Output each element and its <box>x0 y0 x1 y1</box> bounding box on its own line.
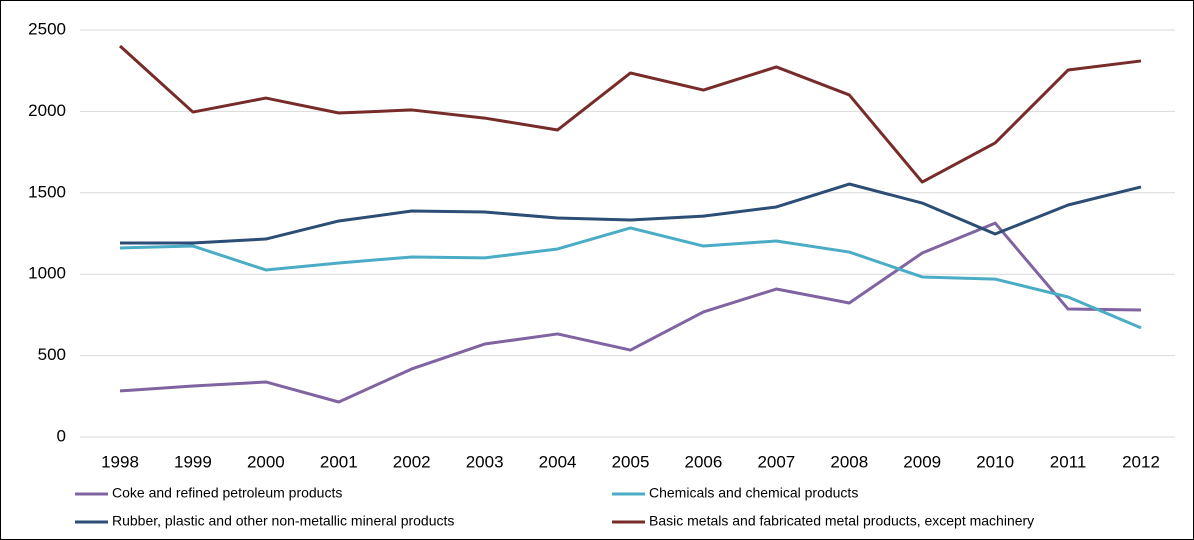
x-tick-label: 2011 <box>1050 452 1087 471</box>
y-tick-label: 2000 <box>28 101 66 120</box>
x-tick-label: 2003 <box>466 452 504 471</box>
legend-label: Rubber, plastic and other non-metallic m… <box>112 513 454 529</box>
x-tick-label: 2012 <box>1122 452 1160 471</box>
legend-label: Basic metals and fabricated metal produc… <box>649 513 1034 529</box>
series-line <box>119 221 1142 404</box>
y-tick-label: 0 <box>57 426 66 445</box>
x-tick-label: 2002 <box>393 452 431 471</box>
x-tick-label: 2009 <box>903 452 941 471</box>
series-line <box>119 226 1142 330</box>
x-tick-label: 1999 <box>174 452 212 471</box>
y-tick-label: 1500 <box>28 182 66 201</box>
x-tick-label: 2007 <box>757 452 795 471</box>
x-tick-label: 2006 <box>685 452 723 471</box>
legend-label: Coke and refined petroleum products <box>112 485 342 501</box>
series-line <box>118 44 1142 184</box>
y-tick-label: 2500 <box>28 19 66 38</box>
x-tick-label: 2005 <box>612 452 650 471</box>
y-tick-label: 1000 <box>28 264 66 283</box>
x-tick-label: 2008 <box>830 452 868 471</box>
x-tick-label: 1998 <box>101 452 139 471</box>
x-tick-label: 2010 <box>976 452 1014 471</box>
x-tick-label: 2001 <box>320 452 358 471</box>
x-tick-label: 2004 <box>539 452 577 471</box>
legend-label: Chemicals and chemical products <box>649 485 858 501</box>
series-line <box>120 182 1142 245</box>
y-tick-label: 500 <box>38 345 66 364</box>
x-tick-label: 2000 <box>247 452 285 471</box>
